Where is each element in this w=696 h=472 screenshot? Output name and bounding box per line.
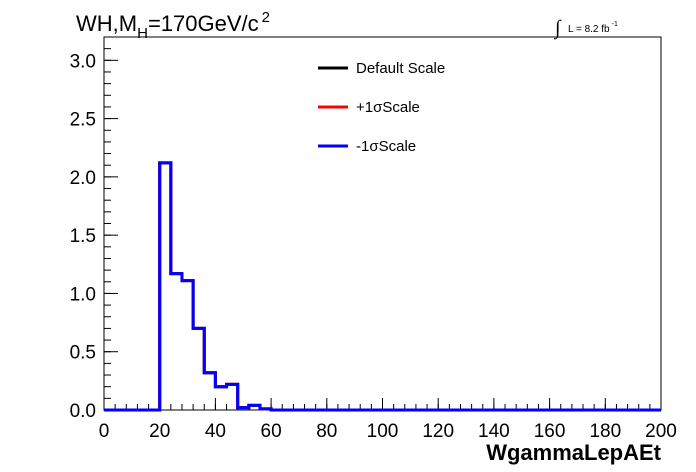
chart-title-main: WH,M — [76, 11, 137, 36]
plot-frame — [103, 36, 662, 411]
luminosity-superscript: -1 — [612, 21, 618, 28]
y-tick-label: 2.5 — [70, 110, 96, 131]
chart-title-superscript: 2 — [262, 9, 270, 26]
legend: Default Scale +1σScale -1σScale — [318, 60, 445, 155]
chart-title-subscript: H — [137, 25, 148, 42]
y-tick-label: 1.0 — [70, 284, 96, 305]
luminosity-integral-sign: ∫ — [553, 17, 562, 40]
x-tick-label: 100 — [367, 421, 399, 442]
chart-title: WH,MH=170GeV/c 2 — [76, 9, 270, 42]
y-tick-label: 3.0 — [70, 51, 96, 72]
legend-label-default-scale: Default Scale — [356, 60, 445, 77]
x-tick-label: 80 — [316, 421, 337, 442]
x-tick-label: 140 — [478, 421, 510, 442]
x-tick-label: 0 — [99, 421, 110, 442]
series-layer — [104, 161, 661, 412]
y-tick-label: 2.0 — [70, 168, 96, 189]
x-axis-title: WgammaLepAEt — [486, 440, 661, 465]
series-line-default-scale — [104, 161, 661, 412]
x-tick-label: 180 — [589, 421, 621, 442]
chart-title-rest: =170GeV/c — [148, 11, 259, 36]
legend-label-plus-1sigma-scale: +1σScale — [356, 99, 420, 116]
series-line-plus-1sigma-scale — [104, 161, 661, 412]
x-tick-label: 200 — [645, 421, 677, 442]
x-tick-label: 20 — [149, 421, 170, 442]
y-tick-label: 0.5 — [70, 343, 96, 364]
y-axis: 0.0 0.5 1.0 1.5 2.0 2.5 3.0 — [70, 36, 118, 422]
x-tick-label: 40 — [205, 421, 226, 442]
luminosity-text: L = 8.2 fb — [568, 24, 610, 35]
x-tick-label: 60 — [261, 421, 282, 442]
series-line-minus-1sigma-scale — [104, 161, 661, 412]
y-tick-label: 1.5 — [70, 226, 96, 247]
x-axis: 0 20 40 60 80 100 120 140 160 180 200 — [99, 398, 677, 442]
y-tick-label: 0.0 — [70, 401, 96, 422]
legend-label-minus-1sigma-scale: -1σScale — [356, 138, 416, 155]
x-tick-label: 160 — [534, 421, 566, 442]
luminosity-label: L = 8.2 fb -1 — [568, 21, 618, 35]
x-tick-label: 120 — [422, 421, 454, 442]
